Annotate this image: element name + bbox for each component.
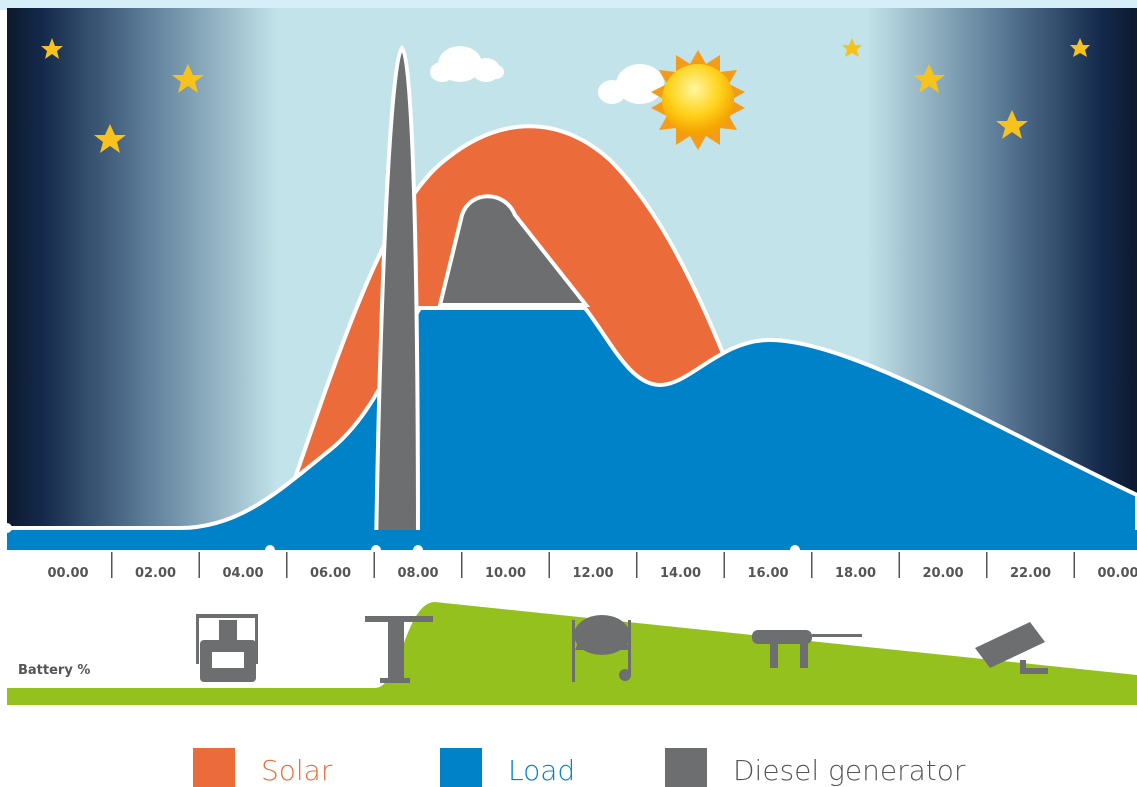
time-label: 16.00 [747,566,788,581]
legend-label: Diesel generator [733,754,966,787]
time-label: 10.00 [485,566,526,581]
time-label: 18.00 [835,566,876,581]
time-label: 20.00 [922,566,963,581]
page: 00.00 02.00 04.00 06.00 08.00 10.00 12.00 14.00… [0,0,1137,787]
legend-swatch [440,748,482,787]
time-label: 12.00 [572,566,613,581]
infographic: 00.00 02.00 04.00 06.00 08.00 10.00 12.00 14.00… [0,0,1137,787]
legend-swatch [193,748,235,787]
time-label: 02.00 [135,566,176,581]
time-label: 06.00 [310,566,351,581]
time-label: 14.00 [660,566,701,581]
time-label: 00.00 [47,566,88,581]
time-label: 04.00 [222,566,263,581]
legend-label: Solar [261,754,333,787]
legend-label: Load [508,754,575,787]
time-label: 08.00 [397,566,438,581]
legend: Solar Load Diesel generator [193,748,966,787]
legend-swatch [665,748,707,787]
baseline [7,530,1137,550]
time-label: 00.00 [1097,566,1137,581]
time-axis: 00.00 02.00 04.00 06.00 08.00 10.00 12.00 14.00… [47,552,1137,581]
battery-label: Battery % [18,663,90,678]
time-label: 22.00 [1010,566,1051,581]
